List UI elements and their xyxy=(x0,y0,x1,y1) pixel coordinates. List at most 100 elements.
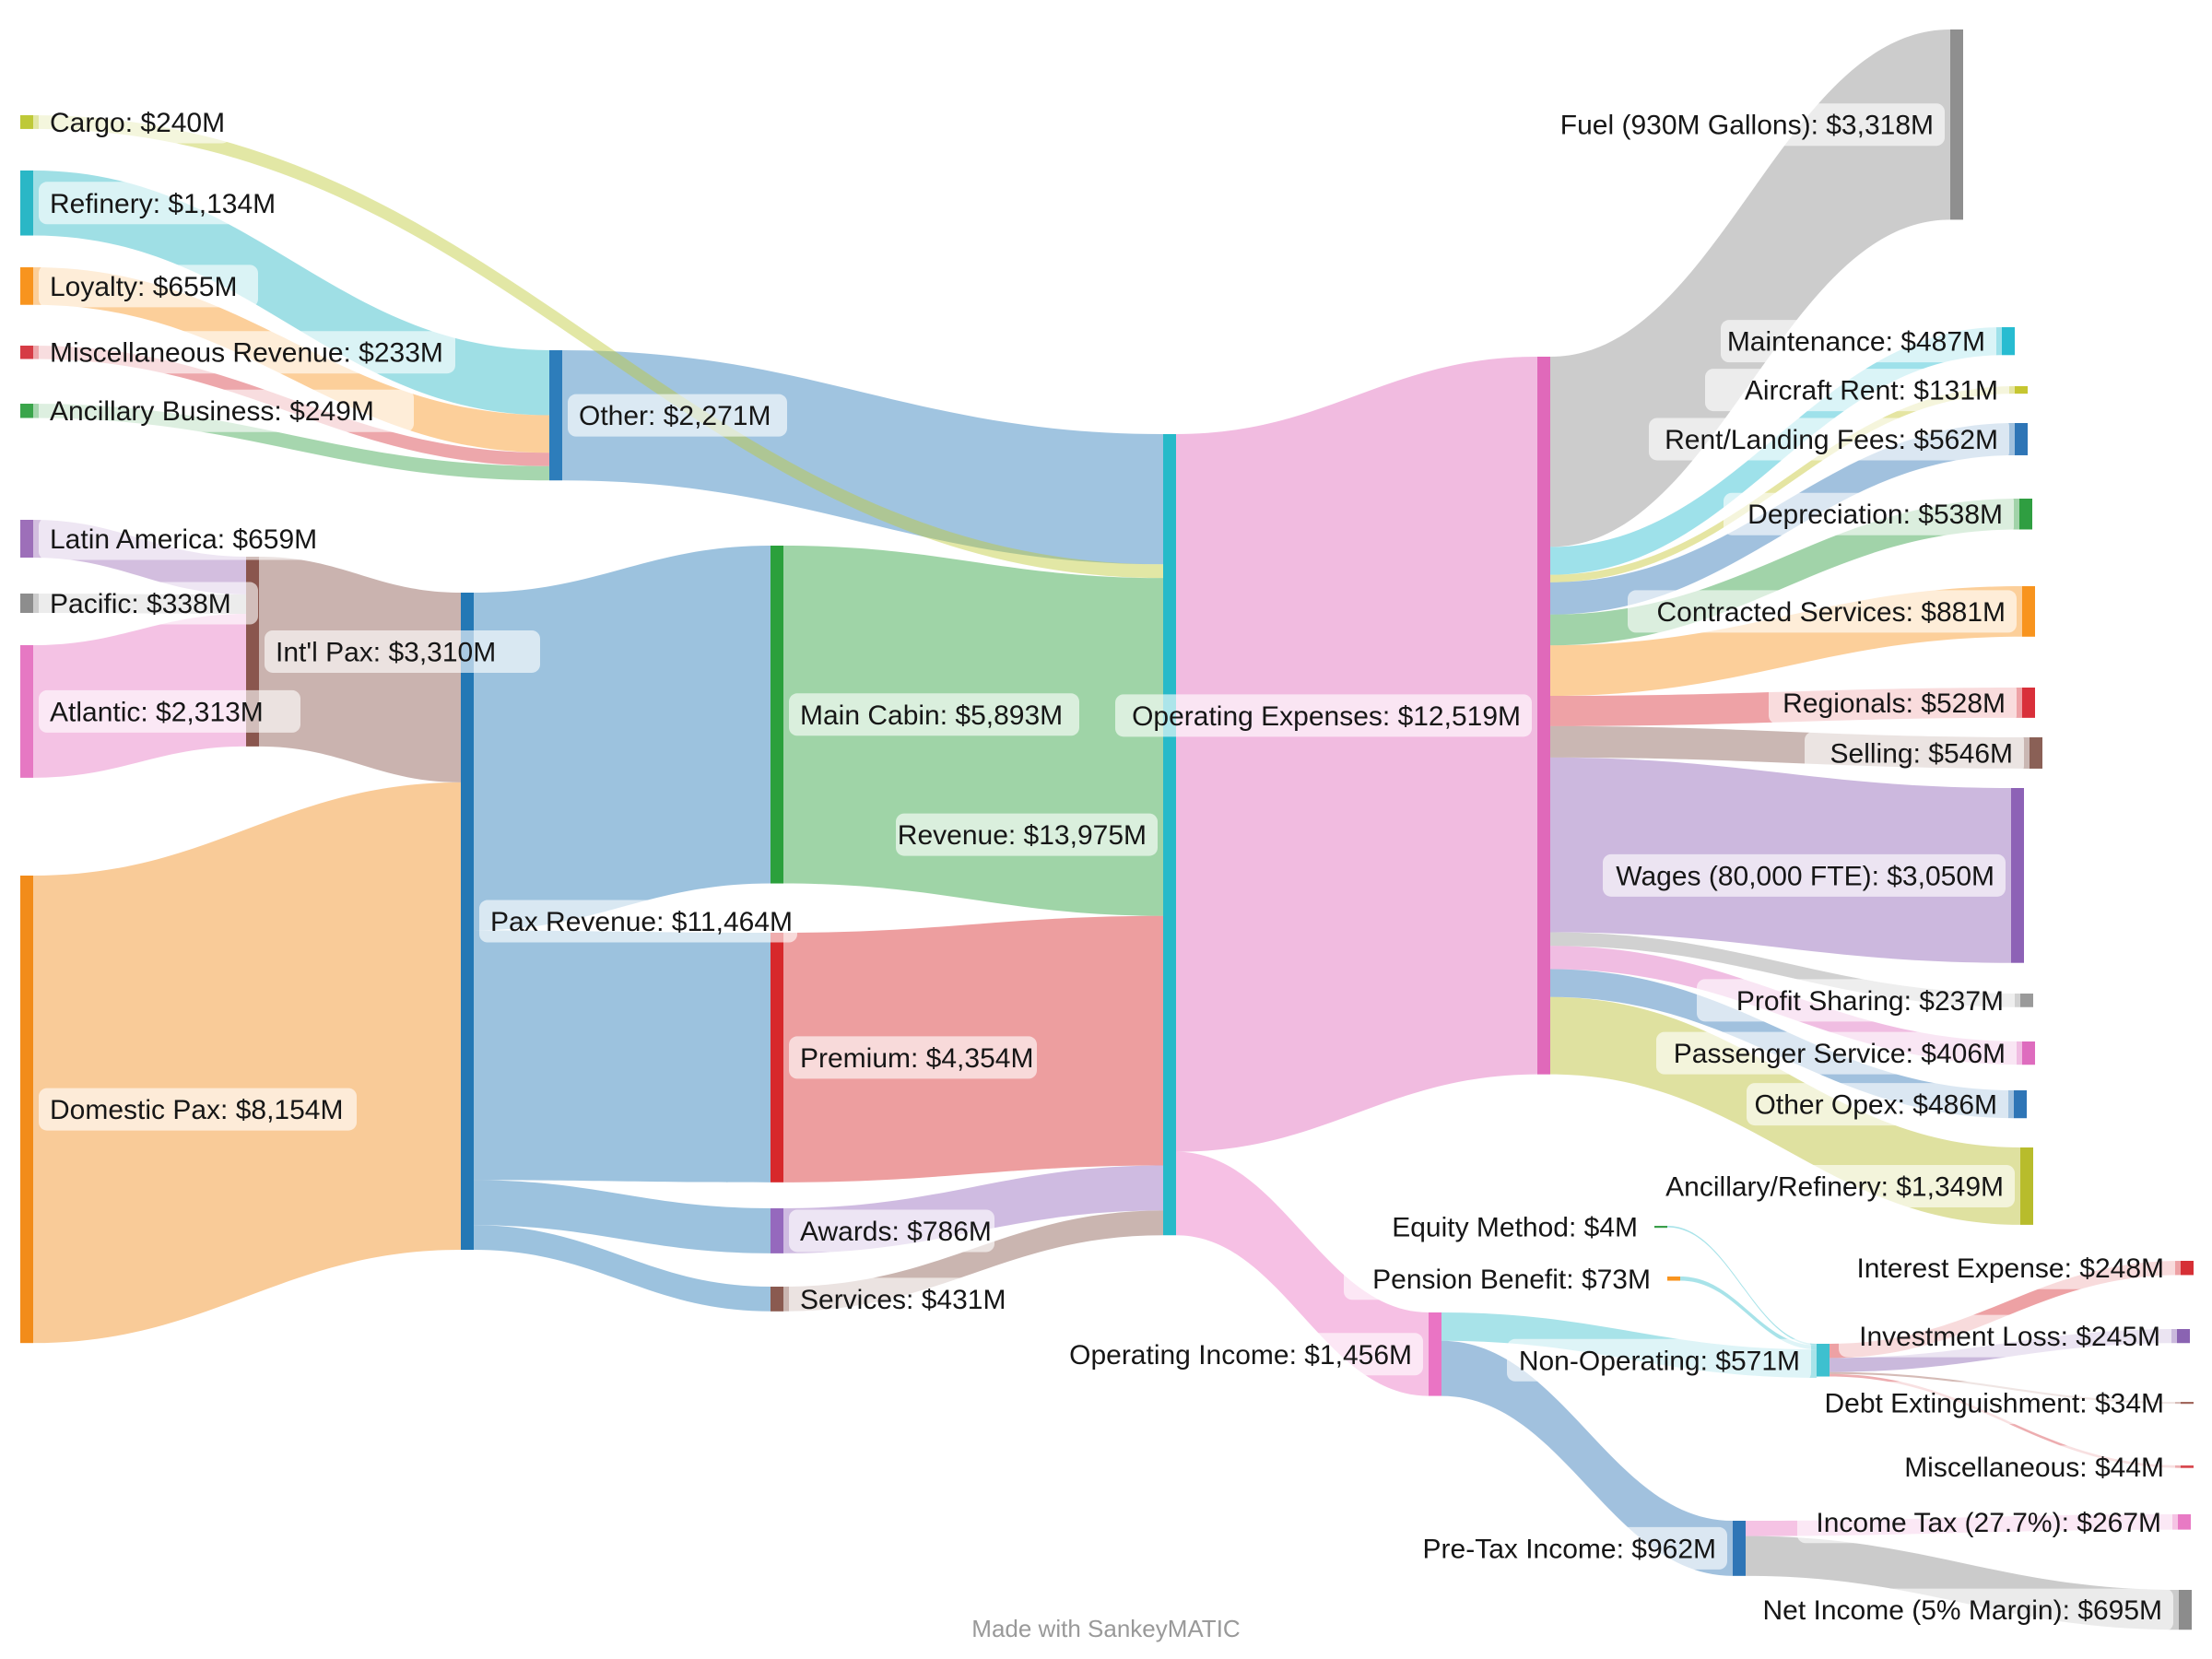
flow-domestic_pax-to-pax_revenue[interactable] xyxy=(33,782,461,1344)
node-refinery[interactable] xyxy=(20,171,33,236)
label-pill-pension_benefit xyxy=(1344,1257,1662,1300)
node-wages[interactable] xyxy=(2011,788,2024,963)
label-text-maintenance: Maintenance: $487M xyxy=(1727,327,1985,358)
label-text-depreciation: Depreciation: $538M xyxy=(1747,500,2003,530)
label-text-equity_method: Equity Method: $4M xyxy=(1392,1213,1638,1243)
label-text-cargo: Cargo: $240M xyxy=(50,108,225,138)
node-ancillary_refinery[interactable] xyxy=(2020,1147,2033,1225)
node-premium[interactable] xyxy=(771,933,783,1182)
label-text-investment_loss: Investment Loss: $245M xyxy=(1859,1322,2160,1352)
flow-revenue-to-opex[interactable] xyxy=(1176,357,1537,1152)
flow-pax_revenue-to-awards[interactable] xyxy=(474,1180,771,1253)
node-latin_america[interactable] xyxy=(20,520,33,558)
node-investment_loss[interactable] xyxy=(2177,1329,2190,1344)
node-atlantic[interactable] xyxy=(20,645,33,778)
node-label-net_income: Net Income (5% Margin): $695M xyxy=(1742,1588,2173,1631)
node-selling[interactable] xyxy=(2030,737,2042,769)
node-regionals[interactable] xyxy=(2022,688,2035,718)
node-label-pretax_income: Pre-Tax Income: $962M xyxy=(1409,1526,1727,1570)
flow-pax_revenue-to-services[interactable] xyxy=(474,1225,771,1312)
flow-cargo-to-revenue[interactable] xyxy=(33,115,1163,579)
node-label-cargo: Cargo: $240M xyxy=(39,100,230,144)
label-pill-op_income xyxy=(1048,1333,1423,1376)
node-label-other: Other: $2,271M xyxy=(568,394,787,437)
node-maintenance[interactable] xyxy=(2002,327,2015,356)
label-pill-non_operating xyxy=(1507,1338,1811,1382)
label-text-net_income: Net Income (5% Margin): $695M xyxy=(1762,1595,2162,1626)
node-miscellaneous[interactable] xyxy=(2181,1465,2194,1468)
node-cargo[interactable] xyxy=(20,115,33,129)
label-text-refinery: Refinery: $1,134M xyxy=(50,189,276,219)
node-pacific[interactable] xyxy=(20,594,33,614)
label-text-other_opex: Other Opex: $486M xyxy=(1755,1090,1997,1121)
node-depreciation[interactable] xyxy=(2019,499,2032,530)
node-domestic_pax[interactable] xyxy=(20,876,33,1344)
node-label-pax_revenue: Pax Revenue: $11,464M xyxy=(479,900,797,943)
label-text-fuel: Fuel (930M Gallons): $3,318M xyxy=(1560,111,1934,141)
node-services[interactable] xyxy=(771,1287,783,1312)
flow-equity_method-to-non_operating[interactable] xyxy=(1667,1226,1817,1346)
label-text-non_operating: Non-Operating: $571M xyxy=(1519,1346,1800,1376)
label-pill-profit_sharing xyxy=(1697,979,2015,1022)
label-pill-interest_expense xyxy=(1829,1246,2175,1289)
node-debt_extinguishment[interactable] xyxy=(2181,1402,2194,1405)
label-text-intl_pax: Int'l Pax: $3,310M xyxy=(276,637,496,667)
label-pill-premium xyxy=(789,1036,1037,1079)
label-text-rent_landing_fees: Rent/Landing Fees: $562M xyxy=(1665,425,1998,455)
node-label-contracted_services: Contracted Services: $881M xyxy=(1628,590,2017,633)
node-misc_revenue[interactable] xyxy=(20,346,33,359)
node-label-profit_sharing: Profit Sharing: $237M xyxy=(1697,979,2015,1022)
label-text-contracted_services: Contracted Services: $881M xyxy=(1656,597,2006,628)
node-pax_revenue[interactable] xyxy=(461,593,474,1251)
node-label-pension_benefit: Pension Benefit: $73M xyxy=(1344,1257,1662,1300)
flow-opex-to-aircraft_rent[interactable] xyxy=(1550,386,2015,582)
node-other[interactable] xyxy=(549,350,562,481)
label-text-income_tax: Income Tax (27.7%): $267M xyxy=(1816,1508,2161,1538)
node-profit_sharing[interactable] xyxy=(2020,994,2033,1007)
node-label-passenger_service: Passenger Service: $406M xyxy=(1656,1031,2017,1075)
node-label-main_cabin: Main Cabin: $5,893M xyxy=(789,693,1079,736)
flow-op_income-to-pretax_income[interactable] xyxy=(1441,1340,1733,1576)
node-main_cabin[interactable] xyxy=(771,546,783,884)
label-text-regionals: Regionals: $528M xyxy=(1783,688,2006,719)
node-aircraft_rent[interactable] xyxy=(2015,386,2028,394)
flow-pax_revenue-to-premium[interactable] xyxy=(474,930,771,1182)
label-pill-depreciation xyxy=(1724,492,2014,535)
node-non_operating[interactable] xyxy=(1817,1344,1830,1377)
node-label-loyalty: Loyalty: $655M xyxy=(39,265,258,308)
label-pill-intl_pax xyxy=(265,629,540,673)
node-pension_benefit[interactable] xyxy=(1667,1277,1680,1281)
node-revenue[interactable] xyxy=(1163,434,1176,1236)
node-label-intl_pax: Int'l Pax: $3,310M xyxy=(265,629,540,673)
node-fuel[interactable] xyxy=(1950,29,1963,220)
node-awards[interactable] xyxy=(771,1208,783,1253)
node-pretax_income[interactable] xyxy=(1733,1521,1746,1576)
label-pill-ancillary_business xyxy=(39,389,414,432)
label-text-main_cabin: Main Cabin: $5,893M xyxy=(800,700,1063,731)
label-text-revenue: Revenue: $13,975M xyxy=(898,820,1147,851)
node-label-premium: Premium: $4,354M xyxy=(789,1036,1037,1079)
node-label-misc_revenue: Miscellaneous Revenue: $233M xyxy=(39,331,455,374)
node-op_income[interactable] xyxy=(1429,1312,1441,1396)
node-label-domestic_pax: Domestic Pax: $8,154M xyxy=(39,1088,357,1131)
label-text-premium: Premium: $4,354M xyxy=(800,1043,1033,1074)
flow-opex-to-fuel[interactable] xyxy=(1550,29,1950,547)
label-text-debt_extinguishment: Debt Extinguishment: $34M xyxy=(1824,1389,2164,1419)
node-ancillary_business[interactable] xyxy=(20,404,33,418)
node-label-equity_method: Equity Method: $4M xyxy=(1373,1206,1649,1249)
node-income_tax[interactable] xyxy=(2178,1514,2191,1530)
node-label-ancillary_refinery: Ancillary/Refinery: $1,349M xyxy=(1612,1164,2015,1207)
node-net_income[interactable] xyxy=(2179,1590,2192,1630)
node-equity_method[interactable] xyxy=(1654,1226,1667,1229)
node-opex[interactable] xyxy=(1537,357,1550,1075)
made-with-credit: Made with SankeyMATIC xyxy=(971,1615,1241,1642)
node-interest_expense[interactable] xyxy=(2181,1261,2194,1276)
node-rent_landing_fees[interactable] xyxy=(2015,423,2028,455)
node-contracted_services[interactable] xyxy=(2022,586,2035,637)
node-passenger_service[interactable] xyxy=(2022,1041,2035,1065)
flow-pax_revenue-to-main_cabin[interactable] xyxy=(474,546,771,931)
node-loyalty[interactable] xyxy=(20,267,33,305)
node-other_opex[interactable] xyxy=(2014,1090,2027,1119)
flow-pension_benefit-to-non_operating[interactable] xyxy=(1680,1277,1817,1350)
